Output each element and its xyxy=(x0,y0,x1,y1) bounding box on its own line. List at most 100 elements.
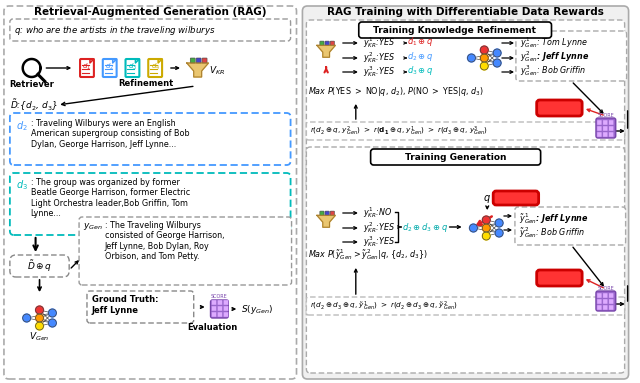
Circle shape xyxy=(481,54,488,62)
Text: $y^1_{Gen}$: Tom Lynne: $y^1_{Gen}$: Tom Lynne xyxy=(520,35,588,50)
FancyBboxPatch shape xyxy=(223,312,228,317)
Polygon shape xyxy=(113,59,116,63)
Text: Evaluation: Evaluation xyxy=(188,322,237,332)
FancyBboxPatch shape xyxy=(190,58,195,63)
Circle shape xyxy=(36,314,44,322)
Text: : The Traveling Wilburys
consisted of George Harrison,
Jeff Lynne, Bob Dylan, Ro: : The Traveling Wilburys consisted of Ge… xyxy=(105,221,224,261)
Text: : The group was organized by former
Beatle George Harrison, former Electric
Ligh: : The group was organized by former Beat… xyxy=(31,178,190,218)
FancyBboxPatch shape xyxy=(603,120,608,125)
FancyBboxPatch shape xyxy=(211,300,228,318)
FancyBboxPatch shape xyxy=(609,293,614,298)
Circle shape xyxy=(495,219,503,227)
FancyBboxPatch shape xyxy=(609,120,614,125)
Circle shape xyxy=(23,314,31,322)
Text: $d_3$: $d_3$ xyxy=(16,178,28,192)
Circle shape xyxy=(493,49,501,57)
FancyBboxPatch shape xyxy=(10,173,291,235)
FancyBboxPatch shape xyxy=(307,147,625,373)
FancyBboxPatch shape xyxy=(515,207,626,245)
Text: $d_2 \oplus d_3 \oplus q$: $d_2 \oplus d_3 \oplus q$ xyxy=(403,221,449,234)
Circle shape xyxy=(483,216,490,224)
FancyBboxPatch shape xyxy=(223,306,228,311)
Circle shape xyxy=(49,319,56,327)
Text: SCORE: SCORE xyxy=(598,113,614,118)
FancyBboxPatch shape xyxy=(603,305,608,310)
FancyBboxPatch shape xyxy=(609,132,614,137)
FancyBboxPatch shape xyxy=(211,312,216,317)
FancyBboxPatch shape xyxy=(537,270,582,286)
Text: $y_{Gen}$: $y_{Gen}$ xyxy=(83,221,103,232)
Circle shape xyxy=(36,306,44,314)
Text: $d_2$: $d_2$ xyxy=(16,119,28,133)
FancyBboxPatch shape xyxy=(330,41,335,45)
Text: $V_{Gen}$: $V_{Gen}$ xyxy=(29,331,50,343)
FancyBboxPatch shape xyxy=(603,293,608,298)
FancyBboxPatch shape xyxy=(609,299,614,304)
Text: $y^3_{KR}$:YES: $y^3_{KR}$:YES xyxy=(363,65,395,79)
FancyBboxPatch shape xyxy=(596,291,616,311)
FancyBboxPatch shape xyxy=(10,255,69,277)
FancyBboxPatch shape xyxy=(330,211,335,215)
Text: $\tilde{D}$:{$d_2$, $d_3$}: $\tilde{D}$:{$d_2$, $d_3$} xyxy=(10,97,58,113)
FancyBboxPatch shape xyxy=(597,126,602,131)
FancyBboxPatch shape xyxy=(325,41,329,45)
FancyBboxPatch shape xyxy=(609,305,614,310)
Text: $d_1 \oplus q$: $d_1 \oplus q$ xyxy=(407,34,434,47)
FancyBboxPatch shape xyxy=(371,149,541,165)
Text: $\tilde{y}^2_{Gen}$: Bob Griffin: $\tilde{y}^2_{Gen}$: Bob Griffin xyxy=(519,225,585,240)
FancyBboxPatch shape xyxy=(320,211,324,215)
Text: $d_1$: $d_1$ xyxy=(83,62,92,72)
Text: $r$($d_2 \oplus d_3 \oplus q$, $\tilde{y}^1_{Gen}$) $>$ $r$($d_2 \oplus d_3 \opl: $r$($d_2 \oplus d_3 \oplus q$, $\tilde{y… xyxy=(310,300,458,313)
Text: $y^2_{KR}$:YES: $y^2_{KR}$:YES xyxy=(363,221,395,236)
Text: $y^1_{KR}$:YES: $y^1_{KR}$:YES xyxy=(363,36,395,51)
Text: Refinement: Refinement xyxy=(118,79,174,87)
Text: $Max\ P$(YES $>$ NO|$q$, $d_2$), $P$(NO $>$ YES|$q$, $d_3$): $Max\ P$(YES $>$ NO|$q$, $d_2$), $P$(NO … xyxy=(308,85,484,98)
FancyBboxPatch shape xyxy=(196,58,201,63)
Text: $d_3 \oplus q$: $d_3 \oplus q$ xyxy=(407,64,434,77)
Text: $d_3$: $d_3$ xyxy=(128,62,137,72)
FancyBboxPatch shape xyxy=(307,122,625,140)
Text: SCORE: SCORE xyxy=(598,285,614,290)
Circle shape xyxy=(483,232,490,240)
FancyBboxPatch shape xyxy=(597,299,602,304)
Polygon shape xyxy=(317,215,335,227)
FancyBboxPatch shape xyxy=(79,217,292,285)
Text: SCORE: SCORE xyxy=(211,295,228,300)
FancyBboxPatch shape xyxy=(10,19,291,41)
FancyBboxPatch shape xyxy=(202,58,207,63)
FancyBboxPatch shape xyxy=(597,305,602,310)
FancyBboxPatch shape xyxy=(218,306,222,311)
FancyBboxPatch shape xyxy=(493,191,539,205)
Circle shape xyxy=(49,309,56,317)
FancyBboxPatch shape xyxy=(103,59,116,77)
Text: Reward: Reward xyxy=(540,103,579,113)
FancyBboxPatch shape xyxy=(80,59,94,77)
Circle shape xyxy=(483,224,490,232)
Polygon shape xyxy=(90,59,94,63)
FancyBboxPatch shape xyxy=(148,59,162,77)
FancyBboxPatch shape xyxy=(303,6,628,379)
Text: Reward: Reward xyxy=(540,273,579,283)
FancyBboxPatch shape xyxy=(307,297,625,315)
Text: $V_{KR}$: $V_{KR}$ xyxy=(209,65,225,77)
Text: Ground Truth:
Jeff Lynne: Ground Truth: Jeff Lynne xyxy=(92,295,159,315)
FancyBboxPatch shape xyxy=(516,31,627,81)
Text: Training Generation: Training Generation xyxy=(405,152,506,162)
Text: Training Knowledge Refinement: Training Knowledge Refinement xyxy=(373,26,536,34)
FancyBboxPatch shape xyxy=(597,293,602,298)
Text: $y^1_{KR}$:NO: $y^1_{KR}$:NO xyxy=(363,206,392,221)
FancyBboxPatch shape xyxy=(211,300,216,305)
Text: $r$($d_2 \oplus q$, $y^2_{Gen}$) $>$ $r$($\mathbf{d_1} \oplus q$, $y^1_{Gen}$) $: $r$($d_2 \oplus q$, $y^2_{Gen}$) $>$ $r$… xyxy=(310,124,488,137)
Text: $d_4$: $d_4$ xyxy=(150,62,160,72)
Text: $d_2$: $d_2$ xyxy=(105,62,115,72)
Circle shape xyxy=(470,224,477,232)
FancyBboxPatch shape xyxy=(603,132,608,137)
FancyBboxPatch shape xyxy=(320,41,324,45)
Text: $y^3_{Gen}$: Bob Griffin: $y^3_{Gen}$: Bob Griffin xyxy=(520,63,586,78)
Text: $q$: $q$ xyxy=(483,193,491,205)
Circle shape xyxy=(495,229,503,237)
FancyBboxPatch shape xyxy=(87,291,194,323)
Text: $q$: who are the artists in the traveling wilburys: $q$: who are the artists in the travelin… xyxy=(14,23,215,36)
Text: RAG Training with Differentiable Data Rewards: RAG Training with Differentiable Data Re… xyxy=(327,7,604,17)
FancyBboxPatch shape xyxy=(603,299,608,304)
